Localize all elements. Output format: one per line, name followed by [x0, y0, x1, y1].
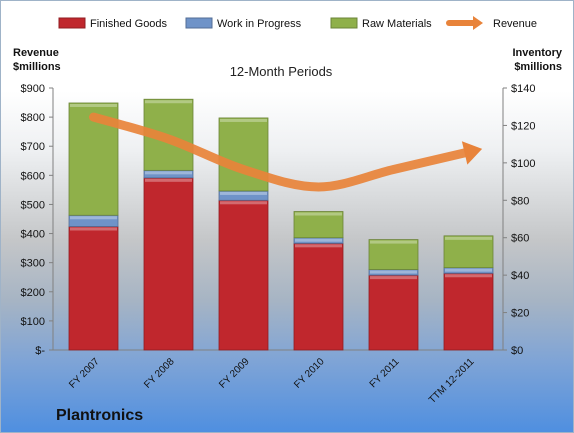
right-tick-label: $40 [511, 270, 529, 282]
left-tick-label: $200 [21, 287, 45, 299]
bar-segment-highlight [70, 227, 117, 231]
bar-segment-highlight [370, 240, 417, 244]
left-tick-label: $- [35, 345, 45, 357]
bar-segment-highlight [295, 244, 342, 248]
bar-segment-highlight [145, 171, 192, 175]
x-tick-label: FY 2008 [142, 356, 177, 391]
bar-segment [293, 211, 344, 239]
x-tick-label: FY 2011 [368, 356, 402, 390]
legend-swatch-arrow [473, 16, 483, 30]
legend-swatch [330, 17, 358, 29]
left-axis-title: $millions [13, 61, 61, 73]
legend-label: Raw Materials [362, 18, 432, 30]
x-tick-label: FY 2010 [292, 356, 327, 391]
bar-segment-highlight [445, 274, 492, 278]
x-tick-label: FY 2007 [67, 356, 102, 391]
bar-segment-highlight [295, 238, 342, 242]
left-tick-label: $900 [21, 83, 45, 95]
chart-title: 12-Month Periods [230, 64, 333, 79]
bar-segment-highlight [295, 212, 342, 216]
bar-segment-highlight [370, 270, 417, 274]
bar-segment-highlight [445, 268, 492, 272]
bar-segment-highlight [220, 118, 267, 122]
left-tick-label: $700 [21, 141, 45, 153]
legend-label: Work in Progress [217, 18, 302, 30]
legend-label: Revenue [493, 18, 537, 30]
bar-segment-highlight [220, 201, 267, 205]
company-name: Plantronics [56, 407, 144, 424]
legend-label: Finished Goods [90, 18, 168, 30]
revenue-arrowhead [461, 141, 483, 165]
right-tick-label: $140 [511, 83, 535, 95]
left-tick-label: $100 [21, 316, 45, 328]
left-tick-label: $300 [21, 258, 45, 270]
bar-segment [68, 226, 119, 351]
legend-swatch [185, 17, 213, 29]
bar-segment [293, 242, 344, 351]
revenue-line [89, 112, 473, 192]
bar-segment [443, 272, 494, 351]
right-tick-label: $60 [511, 233, 529, 245]
left-tick-label: $400 [21, 229, 45, 241]
bar-segment-highlight [220, 191, 267, 195]
right-tick-label: $100 [511, 158, 535, 170]
x-tick-label: TTM 12-2011 [427, 356, 477, 406]
bar-segment-highlight [70, 103, 117, 107]
x-tick-label: FY 2009 [217, 356, 252, 391]
bar-segment-highlight [145, 178, 192, 182]
bar-segment [443, 235, 494, 269]
right-tick-label: $80 [511, 195, 529, 207]
bar-segment-highlight [445, 236, 492, 240]
right-tick-label: $120 [511, 120, 535, 132]
right-axis-title: Inventory [512, 47, 562, 59]
left-tick-label: $800 [21, 112, 45, 124]
bar-segment [368, 274, 419, 351]
bar-segment-highlight [70, 216, 117, 220]
legend-swatch [58, 17, 86, 29]
bar-segment [218, 199, 269, 351]
bar-segment [143, 177, 194, 351]
right-tick-label: $0 [511, 345, 523, 357]
bar-segment-highlight [370, 276, 417, 280]
bar-segment [368, 239, 419, 270]
left-tick-label: $500 [21, 199, 45, 211]
right-tick-label: $20 [511, 308, 529, 320]
bar-segment [218, 117, 269, 192]
left-tick-label: $600 [21, 170, 45, 182]
bar-segment-highlight [145, 100, 192, 104]
left-axis-title: Revenue [13, 47, 59, 59]
right-axis-title: $millions [514, 61, 562, 73]
